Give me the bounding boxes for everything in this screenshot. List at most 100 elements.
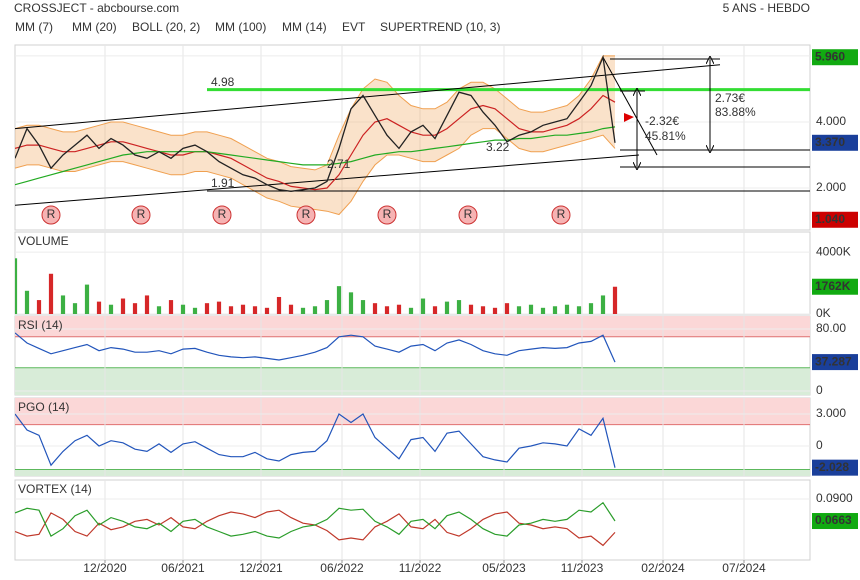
bollinger-lower xyxy=(15,128,616,216)
r-marker-label: R xyxy=(47,207,56,221)
volume-bar xyxy=(444,301,450,314)
target-arrows xyxy=(610,59,810,167)
y-tick-label: 0 xyxy=(816,438,823,452)
panel: 3.000 0 PGO (14) -2.028 xyxy=(14,397,858,477)
value-box xyxy=(812,459,858,476)
volume-bar xyxy=(240,304,246,314)
volume-bar xyxy=(168,300,174,314)
volume-bar xyxy=(96,301,102,314)
oversold-zone xyxy=(15,469,810,476)
indicator-line xyxy=(15,94,616,191)
r-marker-label: R xyxy=(302,207,311,221)
legend-entry: MM (100) xyxy=(215,20,266,34)
r-marker-label: R xyxy=(383,207,392,221)
volume-bar xyxy=(180,304,186,314)
volume-bar xyxy=(612,286,618,314)
volume-bar xyxy=(72,303,78,314)
volume-bar xyxy=(120,298,126,314)
panel-title: VOLUME xyxy=(18,234,69,248)
annotation: -2.32€ xyxy=(645,114,679,128)
annotation: 2.73€ xyxy=(715,91,745,105)
panel-frame xyxy=(14,44,811,231)
r-marker xyxy=(551,205,571,225)
value-box-label: 1.040 xyxy=(815,212,845,226)
volume-bar xyxy=(408,307,414,314)
x-tick-label: 06/2021 xyxy=(161,561,205,575)
x-tick-label: 12/2021 xyxy=(239,561,283,575)
x-tick-label: 02/2024 xyxy=(641,561,685,575)
r-marker-label: R xyxy=(218,207,227,221)
volume-bar xyxy=(132,303,138,314)
oversold-zone xyxy=(15,367,810,395)
volume-bar xyxy=(252,306,258,314)
value-box xyxy=(812,354,858,371)
legend-entry: BOLL (20, 2) xyxy=(132,20,200,34)
indicator-line xyxy=(15,126,616,186)
x-tick-label: 11/2022 xyxy=(399,561,442,575)
volume-bar xyxy=(204,303,210,314)
volume-bar xyxy=(504,303,510,314)
legend-entry: MM (7) xyxy=(15,20,53,34)
panel-frame xyxy=(14,479,811,561)
r-marker xyxy=(131,205,151,225)
legend-entry: SUPERTREND (10, 3) xyxy=(380,20,500,34)
panel-body xyxy=(15,232,810,314)
r-marker-label: R xyxy=(557,207,566,221)
volume-bar xyxy=(540,307,546,314)
volume-bar xyxy=(312,306,318,314)
annotation: 45.81% xyxy=(645,129,686,143)
volume-bar xyxy=(348,292,354,314)
panels: 2.0004.0006.0004.981.912.713.22RRRRRRR5.… xyxy=(14,44,858,561)
volume-bar xyxy=(420,298,426,314)
value-box-label: -2.028 xyxy=(815,460,849,474)
volume-bar xyxy=(288,304,294,314)
r-marker xyxy=(212,205,232,225)
price-label: 3.22 xyxy=(486,140,510,154)
trend-line xyxy=(602,56,658,156)
legend-entry: MM (14) xyxy=(282,20,327,34)
volume-bar xyxy=(588,303,594,314)
volume-bar xyxy=(15,258,18,314)
value-box-label: 0.0663 xyxy=(815,513,852,527)
x-tick-label: 06/2022 xyxy=(320,561,364,575)
y-tick-label: 4000K xyxy=(816,244,851,258)
panel: 80.00 0 RSI (14) 37.287 xyxy=(14,315,858,397)
price-label: 2.71 xyxy=(327,157,351,171)
volume-bar xyxy=(24,290,30,314)
volume-bar xyxy=(456,300,462,314)
value-box xyxy=(812,211,858,228)
value-box xyxy=(812,278,858,295)
r-marker xyxy=(458,205,478,225)
panel-title: RSI (14) xyxy=(18,318,63,332)
panel-body xyxy=(15,398,810,476)
volume-bar xyxy=(84,284,90,314)
panel: 0.0900 VORTEX (14) 0.0663 xyxy=(14,479,858,561)
legend-entry: MM (20) xyxy=(72,20,117,34)
y-tick-label: 0 xyxy=(816,383,823,397)
indicator-line xyxy=(15,413,616,468)
volume-bar xyxy=(528,304,534,314)
panel: 2.0004.0006.0004.981.912.713.22RRRRRRR5.… xyxy=(14,44,858,231)
panel: 4000K 0K VOLUME 1762K xyxy=(14,231,858,320)
trend-line xyxy=(15,64,721,130)
bollinger-band xyxy=(15,55,615,215)
price-line xyxy=(15,54,616,192)
volume-bar xyxy=(156,306,162,314)
volume-bar xyxy=(480,306,486,314)
panel-body xyxy=(15,480,810,560)
volume-bar xyxy=(300,307,306,314)
x-tick-label: 05/2023 xyxy=(482,561,526,575)
value-box-label: 37.287 xyxy=(815,354,852,368)
r-marker xyxy=(41,205,61,225)
volume-bar xyxy=(384,306,390,314)
panel-title: PGO (14) xyxy=(18,400,69,414)
volume-bar xyxy=(372,303,378,314)
volume-bar xyxy=(552,306,558,314)
volume-bar xyxy=(192,307,198,314)
volume-bar xyxy=(564,304,570,314)
level-label: 1.91 xyxy=(211,176,235,190)
y-tick-label: 80.00 xyxy=(816,321,846,335)
y-tick-label: 0K xyxy=(816,306,831,320)
y-tick-label: 2.000 xyxy=(816,180,846,194)
volume-bar xyxy=(576,306,582,314)
